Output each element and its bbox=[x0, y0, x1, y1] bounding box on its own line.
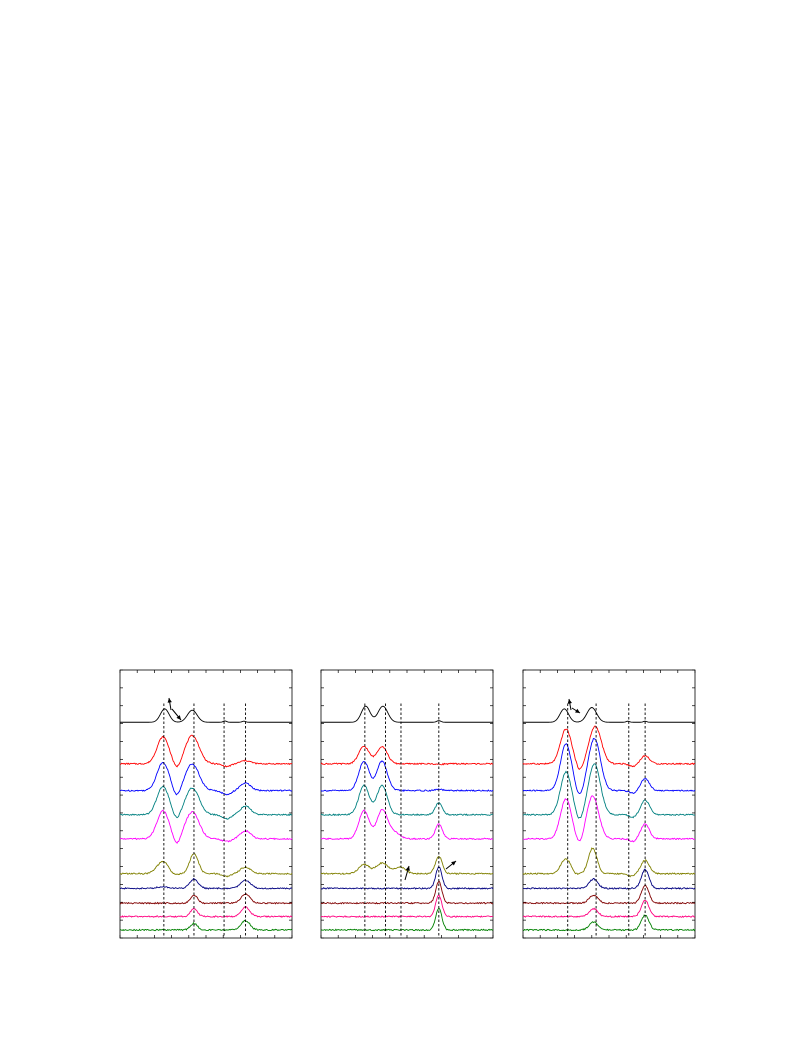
annotation-arrow-6-head bbox=[575, 708, 580, 713]
series-line-5 bbox=[522, 795, 696, 843]
series-line-4 bbox=[522, 763, 696, 819]
series-line-4 bbox=[119, 785, 293, 820]
series-line-7 bbox=[119, 877, 293, 890]
series-line-1 bbox=[120, 708, 292, 723]
series-line-2 bbox=[119, 734, 293, 768]
series-line-6 bbox=[522, 847, 696, 878]
annotation-arrow-2-head bbox=[176, 715, 181, 720]
series-line-1 bbox=[523, 707, 695, 723]
series-line-9 bbox=[320, 894, 494, 918]
series-line-10 bbox=[320, 907, 494, 932]
series-line-10 bbox=[522, 914, 696, 932]
series-line-5 bbox=[119, 809, 293, 844]
series-line-9 bbox=[522, 899, 696, 918]
annotation-arrow-5-head bbox=[567, 699, 572, 704]
series-line-3 bbox=[119, 761, 293, 796]
series-line-9 bbox=[119, 906, 293, 918]
series-line-4 bbox=[320, 784, 494, 817]
series-line-7 bbox=[522, 868, 696, 890]
series-line-3 bbox=[320, 760, 494, 793]
series-line-6 bbox=[119, 852, 293, 878]
series-line-7 bbox=[320, 866, 494, 890]
series-line-1 bbox=[321, 705, 493, 723]
series-line-10 bbox=[119, 919, 293, 932]
series-line-5 bbox=[320, 809, 494, 841]
series-line-6 bbox=[320, 855, 494, 876]
chart-panel-2 bbox=[320, 669, 494, 939]
series-line-8 bbox=[320, 880, 494, 905]
annotation-arrow-3-head bbox=[405, 866, 410, 871]
series-line-2 bbox=[320, 745, 494, 766]
series-line-2 bbox=[522, 725, 696, 771]
series-line-8 bbox=[119, 892, 293, 905]
series-line-3 bbox=[522, 737, 696, 795]
annotation-arrow-1-head bbox=[167, 698, 172, 703]
series-line-8 bbox=[522, 884, 696, 905]
chart-panel-1 bbox=[119, 669, 293, 939]
chart-panel-3 bbox=[522, 669, 696, 939]
annotation-arrow-4-head bbox=[451, 861, 456, 866]
